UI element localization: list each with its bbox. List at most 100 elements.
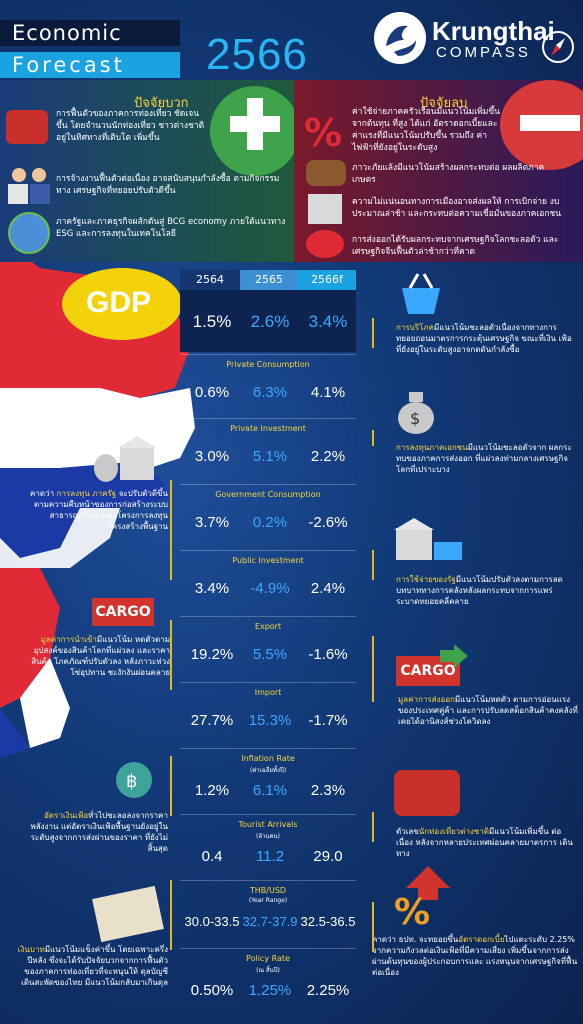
connector-line [372, 636, 374, 702]
indicator-label: Export [254, 622, 282, 631]
indicator-divider [180, 814, 356, 815]
indicator-sublabel: (ค่าเฉลี่ยทั้งปี) [249, 767, 287, 774]
indicator-value: 19.2% [190, 646, 234, 663]
title-forecast: Forecast [0, 52, 180, 78]
positive-item-1: การฟื้นตัวของภาคการท่องเที่ยว ชัดเจนขึ้น… [56, 109, 205, 143]
negative-item-2: ภาวะภัยแล้งมีแนวโน้มสร้างผลกระทบต่อ ผลผล… [352, 163, 545, 185]
indicator-label: Private Consumption [226, 360, 310, 369]
indicator-value: 32.7-37.9 [242, 914, 298, 929]
note-inflation: อัตราเงินเฟ้อทั่วไปชะลอลงจากราคา พลังงาน… [30, 811, 168, 853]
government-investment-icon [94, 436, 156, 482]
indicator-value: -1.7% [308, 712, 348, 729]
connector-line [170, 620, 172, 690]
indicator-divider [180, 354, 356, 355]
indicator-sublabel: (ล้านคน) [256, 833, 280, 840]
year-header-2564: 2564 [180, 270, 240, 290]
note-tourism: ตัวเลขนักท่องเที่ยวต่างชาติมีแนวโน้มเพิ่… [396, 827, 573, 858]
indicator-value: 2.3% [310, 782, 346, 799]
indicator-value: 2.4% [310, 580, 346, 597]
svg-text:฿: ฿ [126, 771, 137, 792]
note-investment: การลงทุนภาคเอกชนมีแนวโน้มชะลอตัวจาก ผลกร… [396, 443, 572, 474]
connector-line [372, 812, 374, 842]
title-line2: Forecast [12, 53, 125, 77]
connector-line [372, 318, 374, 348]
indicator-divider [180, 682, 356, 683]
indicator-value: 6.3% [252, 384, 288, 401]
indicator-sublabel: (ณ สิ้นปี) [256, 967, 280, 974]
indicator-label: Inflation Rate [241, 754, 295, 763]
gdp-2564: 1.5% [192, 312, 232, 331]
indicator-divider [180, 484, 356, 485]
green-earth-icon [8, 212, 50, 254]
connector-line [372, 902, 374, 952]
indicator-value: 1.2% [194, 782, 230, 799]
export-arrow-icon [440, 644, 468, 668]
government-building-icon [308, 194, 342, 224]
gdp-2565: 2.6% [250, 312, 290, 331]
note-consumption: การบริโภคมีแนวโน้มชะลอตัวเนื่องจากทางการ… [396, 323, 572, 354]
indicator-divider [180, 550, 356, 551]
indicator-value: 2.25% [306, 982, 350, 999]
indicator-value: 32.5-36.5 [300, 914, 356, 929]
indicator-value: 5.5% [252, 646, 288, 663]
shipping-decline-icon [306, 230, 344, 258]
connector-line [170, 756, 172, 816]
indicator-value: 3.7% [194, 514, 230, 531]
positive-title: ปัจจัยบวก [134, 96, 189, 111]
year-header-2565: 2565 [240, 270, 298, 290]
krungthai-logo-icon [374, 12, 426, 64]
indicator-value: 0.2% [252, 514, 288, 531]
indicator-value: 30.0-33.5 [184, 914, 240, 929]
public-spending-icon [394, 518, 462, 560]
indicator-label: Public Investment [232, 556, 304, 565]
money-bag-icon: $ [398, 392, 434, 434]
negative-item-1: ค่าใช้จ่ายภาคครัวเรือนมีแนวโน้มเพิ่มขึ้น… [352, 107, 500, 153]
brand-subtitle: COMPASS [436, 44, 531, 61]
dry-soil-icon [306, 160, 346, 186]
indicator-value: 0.4 [201, 848, 223, 865]
indicator-value: 5.1% [252, 448, 288, 465]
minus-bar [520, 115, 580, 131]
indicator-divider [180, 948, 356, 949]
note-policy-rate: คาดว่า ธปท. จะทยอยขึ้นอัตราดอกเบี้ยไปแตะ… [372, 935, 578, 977]
plus-bar-v [247, 98, 263, 150]
negative-item-4: การส่งออกได้รับผลกระทบจากเศรษฐกิจโลกชะลอ… [352, 235, 559, 257]
indicator-value: 27.7% [190, 712, 234, 729]
positive-item-3: ภาครัฐและภาคธุรกิจผลักดันสู่ BCG economy… [56, 217, 286, 239]
luggage-icon [6, 110, 48, 144]
negative-item-3: ความไม่แน่นอนทางการเมืองอาจส่งผลให้ การเ… [352, 197, 562, 219]
indicator-label: THB/USD [249, 886, 287, 895]
note-import: มูลค่าการนำเข้ามีแนวโน้ม หดตัวตามอุปสงค์… [31, 635, 170, 677]
indicator-value: -1.6% [308, 646, 348, 663]
gdp-values-box [180, 290, 356, 352]
interest-rate-icon: % [394, 866, 450, 928]
title-line1: Economic [12, 21, 122, 45]
baht-coin-icon: ฿ [116, 762, 152, 798]
positive-item-2: การจ้างงานฟื้นตัวต่อเนื่อง อาจสนับสนุนกำ… [56, 174, 280, 196]
connector-line [170, 480, 172, 580]
indicator-value: 11.2 [255, 848, 285, 865]
brand-name: Krungthai [432, 16, 555, 46]
note-baht: เงินบาทมีแนวโน้มแข็งค่าขึ้น โดยเฉพาะครึ่… [17, 945, 168, 987]
shopping-basket-icon [402, 273, 440, 314]
indicator-divider [180, 880, 356, 881]
cargo-import-icon: CARGO [92, 598, 154, 626]
compass-icon [542, 31, 574, 63]
suitcase-icon [394, 770, 460, 816]
indicator-label: Policy Rate [246, 954, 290, 963]
indicator-value: 15.3% [248, 712, 292, 729]
indicator-label: Government Consumption [215, 490, 321, 499]
note-export: มูลค่าการส่งออกมีแนวโน้มหดตัว ตามการอ่อน… [398, 695, 578, 726]
indicator-divider [180, 616, 356, 617]
connector-line [170, 880, 172, 950]
indicator-value: 0.50% [190, 982, 234, 999]
negative-title: ปัจจัยลบ [420, 96, 468, 111]
indicator-value: -2.6% [308, 514, 348, 531]
indicator-label: Tourist Arrivals [238, 820, 298, 829]
indicator-divider [180, 748, 356, 749]
gdp-2566f: 3.4% [308, 312, 348, 331]
indicator-value: 6.1% [252, 782, 288, 799]
indicator-value: 3.0% [194, 448, 230, 465]
connector-line [372, 550, 374, 580]
connector-line [372, 430, 374, 446]
